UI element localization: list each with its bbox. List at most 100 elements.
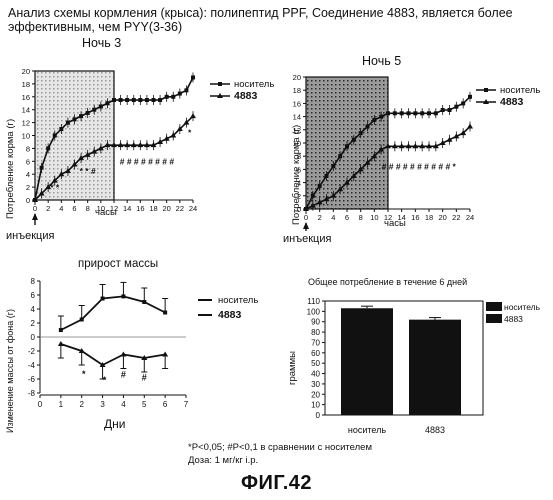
y-tick-label: 60 [311,349,320,358]
y-tick-label: 110 [307,297,320,306]
x-tick-label: 6 [72,204,76,213]
series-point [152,98,156,102]
series-point [59,127,63,131]
y-tick-label: 18 [22,80,30,89]
series-point [163,311,167,315]
y-tick-label: 2 [26,183,30,192]
chart-weight-gain: прирост массы Изменение массы от фона (г… [0,253,270,433]
x-tick-label: 18 [149,204,157,213]
series-point [112,98,116,102]
series-point [53,134,57,138]
significance-marker: # [121,370,126,380]
series-point [448,108,452,112]
series-line [61,296,165,330]
x-tick-label: 4 [59,204,63,213]
header-text: Анализ схемы кормления (крыса): полипепт… [8,6,548,34]
series-point [191,75,195,79]
injection-arrow-head [32,213,38,220]
x-tick-label: 6 [163,400,168,409]
dose-note: Доза: 1 мг/кг i.p. [188,454,372,467]
significance-marker: # # # # # # # # [120,157,175,167]
x-tick-label: 0 [33,204,37,213]
y-tick-label: 6 [26,157,30,166]
series-point [331,164,335,168]
series-point [79,114,83,118]
series-point [165,95,169,99]
x-tick-label: 18 [425,213,433,222]
footnotes: *P<0,05; #P<0,1 в сравнении с носителем … [188,441,372,467]
x-tick-label: 14 [397,213,405,222]
legend-label: носитель [504,302,541,312]
series-point [454,105,458,109]
significance-marker: * * # [80,166,96,176]
series-point [158,98,162,102]
y-tick-label: 10 [311,401,320,410]
y-tick-label: 70 [311,338,320,347]
y-tick-label: 20 [311,390,320,399]
series-point [484,88,488,92]
y-tick-label: 14 [293,113,301,122]
bar [341,308,393,415]
x-tick-label: 8 [359,213,363,222]
series-line [61,344,165,365]
dark-phase-box [35,71,114,200]
series-point [80,318,84,322]
y-tick-label: -4 [28,361,36,370]
injection-label: инъекция [6,230,54,242]
series-point [400,111,404,115]
y-tick-label: 6 [297,165,301,174]
x-tick-label: 24 [466,213,474,222]
series-point [171,95,175,99]
significance-marker: * * [50,182,60,192]
y-tick-label: 6 [31,291,36,300]
significance-note: *P<0,05; #P<0,1 в сравнении с носителем [188,441,372,454]
y-tick-label: 2 [297,192,301,201]
chart-night3: Ночь 3 Потребление корма (г) часы инъекц… [0,35,200,285]
series-point [325,174,329,178]
y-tick-label: -8 [28,389,36,398]
legend-label: носитель [500,85,540,96]
significance-marker: * [82,369,86,379]
series-point [59,328,63,332]
x-tick-label: 1 [59,400,64,409]
x-tick-label: 10 [97,204,105,213]
chart-title: Общее потребление в течение 6 дней [308,277,467,287]
series-point [125,98,129,102]
legend-label: носитель [234,79,274,90]
y-tick-label: 8 [26,144,30,153]
series-point [46,146,50,150]
x-tick-label: 14 [123,204,131,213]
x-tick-label: 0 [38,400,43,409]
x-tick-label: 24 [189,204,197,213]
y-tick-label: 40 [311,370,320,379]
series-point [345,144,349,148]
y-tick-label: 16 [22,93,30,102]
x-tick-label: 5 [142,400,147,409]
series-point [427,111,431,115]
series-point [121,294,125,298]
significance-marker: * [103,375,107,385]
x-tick-label: 12 [384,213,392,222]
y-tick-label: 30 [311,380,320,389]
legend-swatch [486,314,502,323]
x-tick-label: 2 [46,204,50,213]
y-tick-label: 4 [26,170,30,179]
series-point [101,297,105,301]
y-tick-label: 50 [311,359,320,368]
series-point [92,108,96,112]
chart-title: Ночь 3 [82,36,121,50]
y-axis-label: Потребление корма (г) [5,119,16,219]
y-tick-label: 0 [31,333,36,342]
series-point [359,131,363,135]
chart-total-intake: Общее потребление в течение 6 дней грамм… [283,265,553,445]
x-tick-label: 12 [110,204,118,213]
y-axis-label: граммы [287,351,298,385]
chart-title: Ночь 5 [362,54,401,68]
y-tick-label: 8 [31,277,36,286]
series-point [311,194,315,198]
series-point [40,166,44,170]
y-tick-label: 0 [26,196,30,205]
series-point [73,117,77,121]
legend-label: 4883 [218,309,242,321]
x-tick-label: 20 [162,204,170,213]
